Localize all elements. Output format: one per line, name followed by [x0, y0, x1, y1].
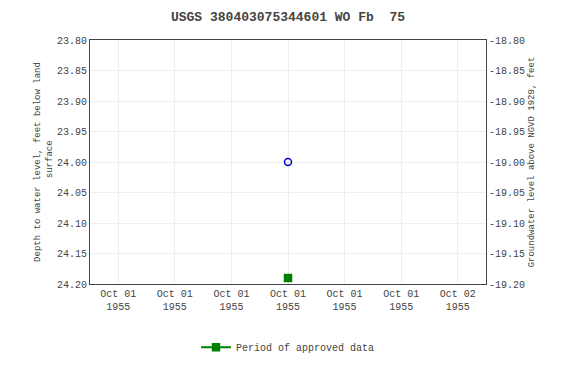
svg-text:Oct 011955: Oct 011955: [327, 289, 363, 313]
svg-text:24.15: 24.15: [57, 249, 87, 260]
svg-text:Depth to water level, feet bel: Depth to water level, feet below land su…: [33, 62, 55, 262]
svg-text:23.95: 23.95: [57, 127, 87, 138]
svg-text:Oct 011955: Oct 011955: [100, 289, 136, 313]
svg-text:23.90: 23.90: [57, 97, 87, 108]
svg-text:-19.05: -19.05: [489, 188, 525, 199]
svg-text:-19.00: -19.00: [489, 158, 525, 169]
svg-text:-18.95: -18.95: [489, 127, 525, 138]
svg-text:23.80: 23.80: [57, 36, 87, 47]
svg-text:24.10: 24.10: [57, 219, 87, 230]
svg-text:Groundwater level above NGVD 1: Groundwater level above NGVD 1929, feet: [527, 57, 537, 268]
svg-text:USGS 380403075344601 WO Fb 75: USGS 380403075344601 WO Fb 75: [171, 10, 405, 25]
svg-text:24.00: 24.00: [57, 158, 87, 169]
svg-text:Period of approved data: Period of approved data: [236, 343, 374, 354]
svg-text:Oct 011955: Oct 011955: [213, 289, 249, 313]
svg-text:-18.80: -18.80: [489, 36, 525, 47]
svg-text:Oct 011955: Oct 011955: [157, 289, 193, 313]
svg-text:24.05: 24.05: [57, 188, 87, 199]
svg-text:-19.10: -19.10: [489, 219, 525, 230]
svg-text:23.85: 23.85: [57, 66, 87, 77]
svg-text:Oct 011955: Oct 011955: [270, 289, 306, 313]
svg-text:-19.20: -19.20: [489, 280, 525, 291]
svg-text:-18.85: -18.85: [489, 66, 525, 77]
svg-text:-18.90: -18.90: [489, 97, 525, 108]
svg-text:24.20: 24.20: [57, 280, 87, 291]
svg-text:Oct 021955: Oct 021955: [440, 289, 476, 313]
svg-text:Oct 011955: Oct 011955: [383, 289, 419, 313]
svg-text:-19.15: -19.15: [489, 249, 525, 260]
